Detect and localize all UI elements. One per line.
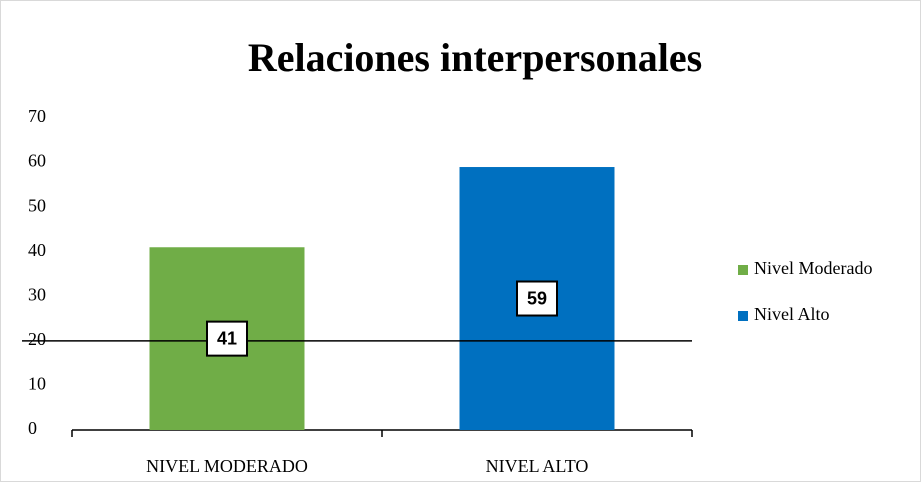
y-tick-label: 10 bbox=[28, 374, 46, 394]
legend-swatch bbox=[738, 265, 748, 275]
x-tick-label: NIVEL MODERADO bbox=[146, 456, 308, 476]
data-label: 59 bbox=[527, 288, 547, 308]
y-tick-label: 0 bbox=[28, 418, 37, 438]
legend-label: Nivel Alto bbox=[754, 304, 830, 324]
y-tick-label: 20 bbox=[28, 329, 46, 349]
y-tick-label: 30 bbox=[28, 284, 46, 304]
legend-swatch bbox=[738, 311, 748, 321]
data-label-box bbox=[206, 320, 248, 357]
chart-title: Relaciones interpersonales bbox=[248, 35, 702, 80]
y-tick-label: 50 bbox=[28, 195, 46, 215]
data-label: 41 bbox=[217, 328, 237, 348]
y-tick-label: 60 bbox=[28, 151, 46, 171]
data-label-box bbox=[516, 280, 558, 317]
y-tick-label: 40 bbox=[28, 240, 46, 260]
y-tick-label: 70 bbox=[28, 106, 46, 126]
legend-label: Nivel Moderado bbox=[754, 258, 872, 278]
x-tick-label: NIVEL ALTO bbox=[486, 456, 589, 476]
